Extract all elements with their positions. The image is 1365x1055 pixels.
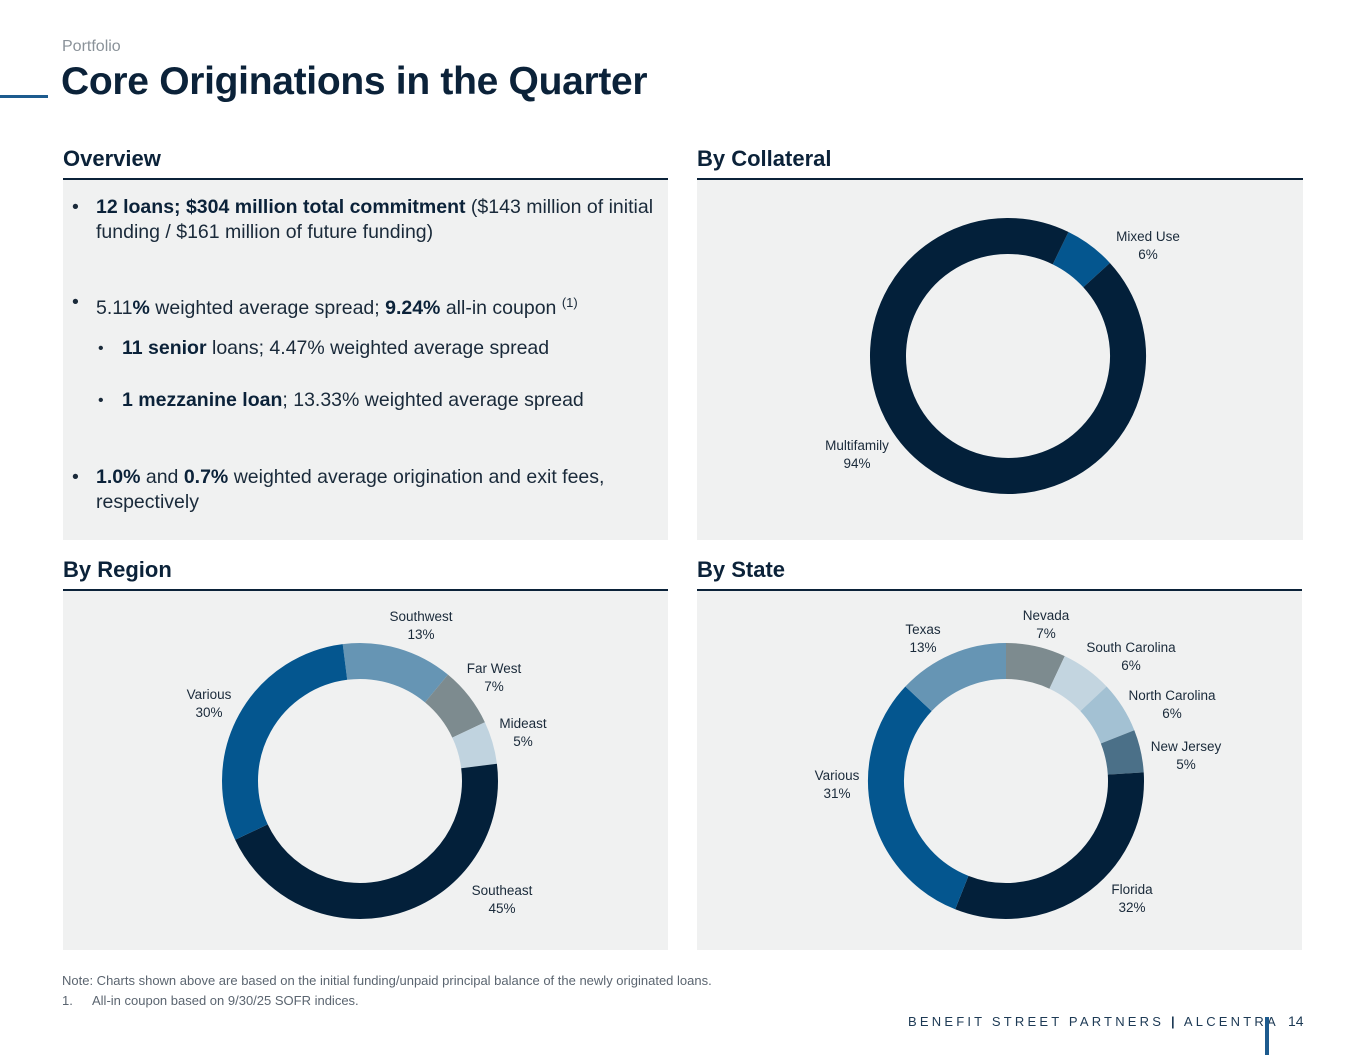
bullet-loans-bold: 12 loans; $304 million total commitment	[96, 196, 466, 218]
by-state-slice-north-carolina	[1079, 686, 1135, 745]
by-state-label-south-carolina: South Carolina	[1086, 640, 1176, 655]
page-kicker: Portfolio	[62, 38, 121, 55]
brand-wordmark: BENEFIT STREET PARTNERS | ALCENTRA	[908, 1014, 1279, 1029]
by-state-value-florida: 32%	[1118, 900, 1145, 915]
by-collateral-slice-mixed-use	[1052, 231, 1110, 288]
title-accent-line	[0, 95, 48, 98]
by-state-label-nevada: Nevada	[1023, 608, 1070, 623]
by-state-value-new-jersey: 5%	[1176, 757, 1196, 772]
bullet-loans-text: ($143 million of initial funding / $161 …	[96, 196, 654, 243]
bullet-dot: •	[72, 291, 79, 313]
bullet-dot: •	[98, 392, 104, 409]
by-region-label-southwest: Southwest	[389, 609, 452, 624]
by-state-slice-florida	[955, 772, 1144, 919]
by-state-slice-south-carolina	[1048, 656, 1107, 712]
footnote-ref: (1)	[561, 295, 578, 310]
fees-and: and	[140, 466, 184, 488]
by-region-value-southwest: 13%	[407, 627, 434, 642]
region-heading: By Region	[63, 557, 172, 582]
by-collateral-value-multifamily: 94%	[843, 456, 870, 471]
spread-value: 5.11	[96, 297, 133, 319]
brand-separator: |	[1170, 1014, 1178, 1029]
brand-name-2: ALCENTRA	[1183, 1014, 1279, 1029]
bullet-fees: • 1.0% and 0.7% weighted average origina…	[72, 465, 662, 515]
by-region-value-mideast: 5%	[513, 734, 533, 749]
by-state-slice-new-jersey	[1100, 730, 1144, 776]
by-region-slice-various	[222, 644, 348, 840]
by-region-label-far-west: Far West	[467, 661, 522, 676]
by-region-label-southeast: Southeast	[472, 883, 533, 898]
by-state-value-north-carolina: 6%	[1162, 706, 1182, 721]
by-collateral-value-mixed-use: 6%	[1138, 247, 1158, 262]
by-region-slice-southeast	[235, 763, 498, 919]
by-collateral-slice-multifamily	[870, 218, 1146, 494]
by-region-label-various: Various	[187, 687, 232, 702]
bullet-senior-text: loans; 4.47% weighted average spread	[206, 337, 550, 359]
fees-exit: 0.7%	[183, 466, 229, 488]
by-state-label-various: Various	[815, 768, 860, 783]
by-region-value-far-west: 7%	[484, 679, 504, 694]
fees-text: weighted average origination and exit fe…	[96, 466, 605, 513]
by-region-slice-far-west	[424, 674, 485, 739]
bullet-mezzanine-text: ; 13.33% weighted average spread	[282, 389, 584, 411]
bullet-mezzanine-bold: 1 mezzanine loan	[122, 389, 283, 411]
region-rule	[63, 589, 668, 591]
bullet-dot: •	[72, 466, 79, 488]
by-state-value-south-carolina: 6%	[1121, 658, 1141, 673]
fees-origination: 1.0%	[96, 466, 141, 488]
state-heading: By State	[697, 557, 786, 582]
by-region-slice-southwest	[342, 643, 448, 703]
by-collateral-label-mixed-use: Mixed Use	[1116, 229, 1180, 244]
coupon-text: all-in coupon	[440, 297, 562, 319]
bullet-dot: •	[98, 340, 104, 357]
coupon-value: 9.24%	[385, 297, 441, 319]
by-state-slice-texas	[905, 643, 1007, 712]
overview-rule	[63, 178, 668, 180]
by-region-value-southeast: 45%	[488, 901, 515, 916]
by-state-value-nevada: 7%	[1036, 626, 1056, 641]
bullet-loans: • 12 loans; $304 million total commitmen…	[72, 195, 662, 245]
by-state-slice-nevada	[1005, 643, 1065, 689]
bullet-spread: • 5.11% weighted average spread; 9.24% a…	[72, 290, 662, 321]
by-collateral-label-multifamily: Multifamily	[825, 438, 889, 453]
footnote-1-number: 1.	[62, 993, 73, 1008]
spread-text: weighted average spread;	[149, 297, 386, 319]
bullet-dot: •	[72, 196, 79, 218]
footer-accent-bar	[1265, 1017, 1269, 1055]
footnote-1-text: All-in coupon based on 9/30/25 SOFR indi…	[92, 993, 359, 1008]
by-state-value-texas: 13%	[909, 640, 936, 655]
overview-heading: Overview	[63, 146, 161, 171]
by-region-value-various: 30%	[195, 705, 222, 720]
bullet-senior-bold: 11 senior	[122, 337, 207, 359]
collateral-rule	[697, 178, 1303, 180]
page-title: Core Originations in the Quarter	[61, 60, 648, 103]
state-rule	[697, 589, 1302, 591]
by-state-value-various: 31%	[823, 786, 850, 801]
chart-note: Note: Charts shown above are based on th…	[62, 973, 712, 988]
by-state-label-new-jersey: New Jersey	[1151, 739, 1222, 754]
by-region-label-mideast: Mideast	[499, 716, 547, 731]
by-state-label-florida: Florida	[1111, 882, 1153, 897]
by-state-label-texas: Texas	[905, 622, 941, 637]
brand-name: BENEFIT STREET PARTNERS	[908, 1014, 1165, 1029]
page-number: 14	[1288, 1013, 1304, 1029]
collateral-heading: By Collateral	[697, 146, 832, 171]
bullet-mezzanine: • 1 mezzanine loan; 13.33% weighted aver…	[98, 388, 658, 413]
by-state-label-north-carolina: North Carolina	[1128, 688, 1216, 703]
bullet-senior: • 11 senior loans; 4.47% weighted averag…	[98, 336, 658, 361]
spread-percent: %	[132, 297, 150, 319]
by-state-slice-various	[868, 686, 969, 910]
overview-panel	[63, 180, 668, 540]
by-region-slice-mideast	[452, 722, 497, 769]
